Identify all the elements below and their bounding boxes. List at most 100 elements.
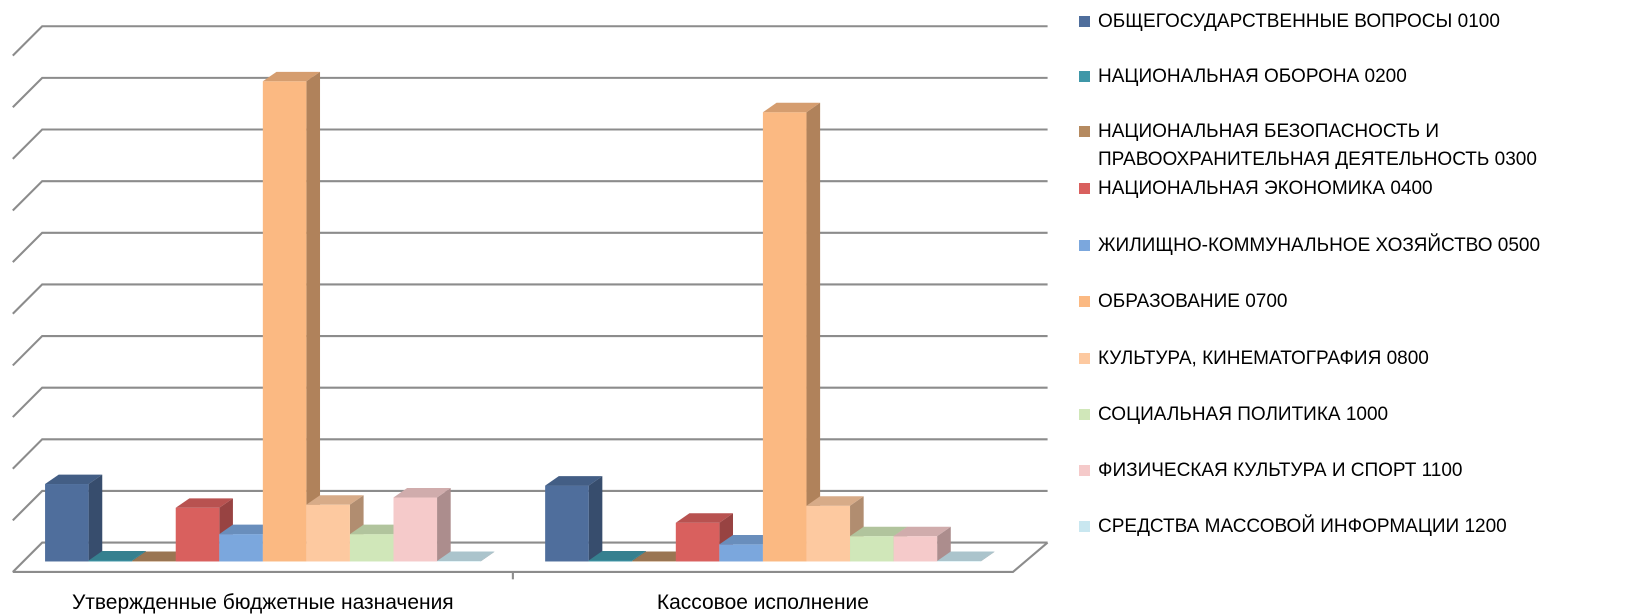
legend-swatch xyxy=(1079,126,1090,137)
legend-swatch xyxy=(1079,71,1090,82)
bar-top xyxy=(349,524,408,535)
bar-top xyxy=(545,476,603,486)
legend-item: НАЦИОНАЛЬНАЯ ЭКОНОМИКА 0400 xyxy=(1079,175,1639,203)
grid-line xyxy=(12,334,1048,367)
bar-front xyxy=(893,536,938,562)
grid-line xyxy=(12,283,1048,315)
grid-line xyxy=(12,489,1048,522)
bar-front xyxy=(175,507,220,562)
bar-top xyxy=(588,550,646,561)
bar xyxy=(937,551,995,562)
legend-item: НАЦИОНАЛЬНАЯ ОБОРОНА 0200 xyxy=(1079,63,1639,91)
legend-label: НАЦИОНАЛЬНАЯ БЕЗОПАСНОСТЬ И ПРАВООХРАНИТ… xyxy=(1098,121,1537,170)
bar-front xyxy=(806,505,851,562)
bar-side xyxy=(437,488,451,562)
bar-side xyxy=(937,526,951,562)
bar xyxy=(437,551,495,562)
bar-front xyxy=(850,536,894,562)
bar xyxy=(393,488,451,562)
bar-top xyxy=(45,474,103,485)
bar-front xyxy=(588,560,633,562)
bar-top xyxy=(675,513,734,523)
bar-front xyxy=(219,534,263,562)
bar-front xyxy=(937,560,981,562)
x-tick-label: Утвержденные бюджетные назначения xyxy=(72,591,454,614)
legend-swatch xyxy=(1079,240,1090,251)
bar-side xyxy=(88,474,103,562)
bar-front xyxy=(632,560,676,562)
legend-swatch xyxy=(1079,296,1090,307)
bar-top xyxy=(893,526,951,537)
legend-label: ФИЗИЧЕСКАЯ КУЛЬТУРА И СПОРТ 1100 xyxy=(1098,460,1463,481)
bar-top xyxy=(937,551,995,561)
legend-item: СОЦИАЛЬНАЯ ПОЛИТИКА 1000 xyxy=(1079,401,1639,429)
bar-front xyxy=(306,504,350,562)
legend-label: НАЦИОНАЛЬНАЯ ЭКОНОМИКА 0400 xyxy=(1098,178,1433,199)
bar-front xyxy=(132,560,176,562)
bar-top xyxy=(762,102,821,113)
x-tick-label: Кассовое исполнение xyxy=(657,591,869,614)
bar-top xyxy=(437,551,495,561)
legend-item: ОБРАЗОВАНИЕ 0700 xyxy=(1079,288,1639,316)
bar-side xyxy=(588,476,603,562)
bar-top xyxy=(175,498,233,508)
bar-front xyxy=(762,112,807,562)
legend-item: НАЦИОНАЛЬНАЯ БЕЗОПАСНОСТЬ И ПРАВООХРАНИТ… xyxy=(1079,118,1639,174)
bar-front xyxy=(88,560,133,562)
bar-side xyxy=(480,551,495,562)
legend-swatch xyxy=(1079,409,1090,420)
legend-swatch xyxy=(1079,465,1090,476)
bar-top xyxy=(262,71,321,82)
bar-side xyxy=(980,551,995,562)
bar-front xyxy=(719,544,763,562)
bar-front xyxy=(45,484,89,562)
grid-line xyxy=(12,128,1048,160)
bar-top xyxy=(132,551,190,561)
legend-label: СРЕДСТВА МАССОВОЙ ИНФОРМАЦИИ 1200 xyxy=(1098,516,1507,537)
bar-side xyxy=(306,71,321,562)
bar-front xyxy=(349,534,394,562)
bar-front xyxy=(675,522,720,562)
legend-swatch xyxy=(1079,521,1090,532)
bar-top xyxy=(393,488,451,498)
legend-item: ОБЩЕГОСУДАРСТВЕННЫЕ ВОПРОСЫ 0100 xyxy=(1079,8,1639,36)
legend-label: СОЦИАЛЬНАЯ ПОЛИТИКА 1000 xyxy=(1098,404,1389,425)
bar-top xyxy=(806,496,864,506)
bar-top xyxy=(219,524,277,535)
legend-label: ОБРАЗОВАНИЕ 0700 xyxy=(1098,291,1288,312)
bar-top xyxy=(632,551,690,561)
legend-label: ОБЩЕГОСУДАРСТВЕННЫЕ ВОПРОСЫ 0100 xyxy=(1098,11,1500,32)
legend-swatch xyxy=(1079,353,1090,364)
grid-line xyxy=(12,386,1048,418)
bar-front xyxy=(262,81,307,562)
bar-side xyxy=(806,102,821,562)
bar-front xyxy=(437,560,481,562)
bar-top xyxy=(719,534,777,545)
legend-swatch xyxy=(1079,16,1090,27)
bar xyxy=(306,495,364,562)
bar-top xyxy=(306,495,364,505)
grid-line xyxy=(12,438,1048,470)
legend-item: КУЛЬТУРА, КИНЕМАТОГРАФИЯ 0800 xyxy=(1079,345,1639,373)
grid-line xyxy=(12,231,1048,263)
legend-label: НАЦИОНАЛЬНАЯ ОБОРОНА 0200 xyxy=(1098,66,1407,87)
bar xyxy=(762,102,821,562)
grid-line xyxy=(12,25,1048,57)
bar xyxy=(545,476,603,562)
bar-front xyxy=(545,485,589,562)
bar xyxy=(893,526,951,562)
legend-item: ЖИЛИЩНО-КОММУНАЛЬНОЕ ХОЗЯЙСТВО 0500 xyxy=(1079,232,1639,260)
bar-top xyxy=(88,550,146,561)
bar-front xyxy=(393,497,438,562)
legend-item: СРЕДСТВА МАССОВОЙ ИНФОРМАЦИИ 1200 xyxy=(1079,513,1639,541)
bar-top xyxy=(850,526,908,537)
bar xyxy=(262,71,321,562)
legend-item: ФИЗИЧЕСКАЯ КУЛЬТУРА И СПОРТ 1100 xyxy=(1079,457,1639,485)
legend-label: ЖИЛИЩНО-КОММУНАЛЬНОЕ ХОЗЯЙСТВО 0500 xyxy=(1098,235,1541,256)
legend-label: КУЛЬТУРА, КИНЕМАТОГРАФИЯ 0800 xyxy=(1098,348,1429,369)
grid-line xyxy=(12,76,1048,108)
floor-edge xyxy=(12,541,1049,574)
bar xyxy=(45,474,103,562)
